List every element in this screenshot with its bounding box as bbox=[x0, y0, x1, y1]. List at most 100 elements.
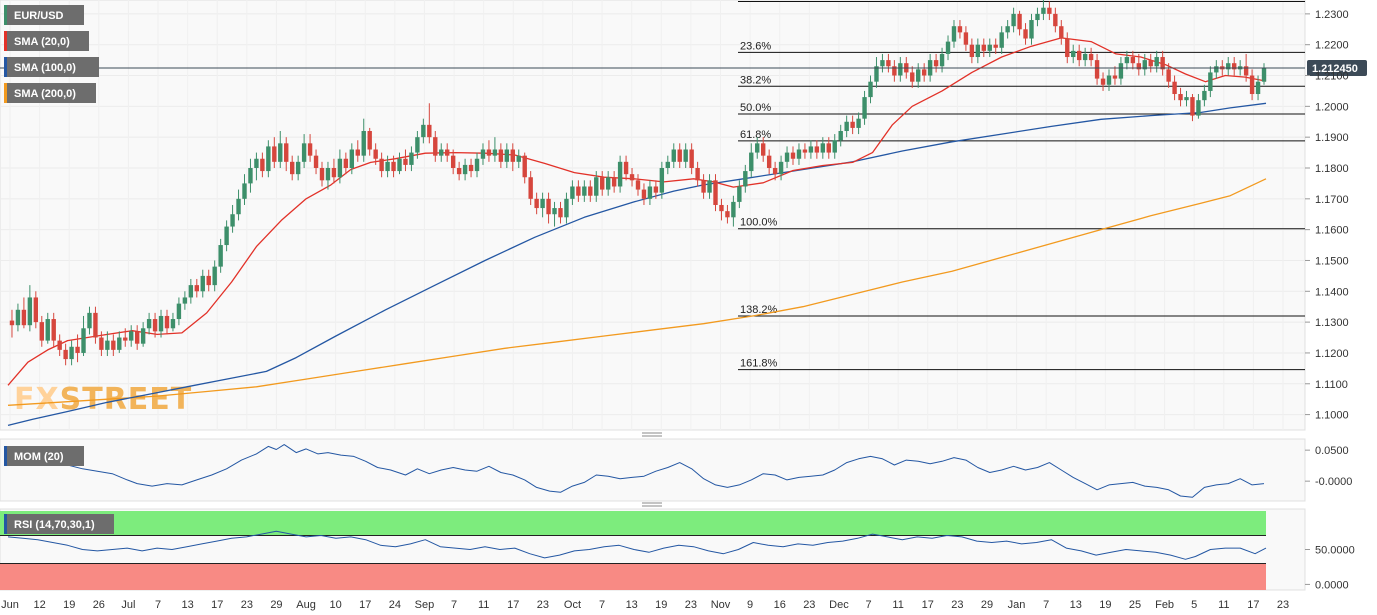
candle-body bbox=[427, 124, 432, 138]
time-tick-label: 11 bbox=[478, 599, 489, 611]
candle bbox=[981, 38, 986, 58]
candle-body bbox=[99, 337, 104, 350]
time-tick-label: 26 bbox=[93, 599, 105, 611]
candle-body bbox=[653, 186, 659, 193]
rsi-oversold-zone bbox=[0, 563, 1266, 590]
candle-body bbox=[731, 201, 736, 218]
candle bbox=[403, 149, 408, 172]
candle-body bbox=[403, 158, 408, 165]
candle bbox=[1148, 53, 1153, 73]
candle-body bbox=[1059, 26, 1064, 39]
candle bbox=[558, 201, 563, 224]
candle bbox=[1118, 57, 1124, 85]
candle bbox=[242, 174, 247, 205]
candle bbox=[540, 192, 545, 218]
candle-body bbox=[504, 149, 510, 162]
candle bbox=[1190, 94, 1195, 122]
candle bbox=[570, 180, 575, 205]
candlesticks bbox=[9, 0, 1267, 366]
candle bbox=[51, 312, 56, 347]
candle bbox=[129, 325, 134, 347]
candle bbox=[105, 331, 110, 357]
candle-body bbox=[319, 167, 325, 181]
candle bbox=[468, 158, 474, 178]
candle-body bbox=[1243, 66, 1249, 76]
mom-legend: MOM (20) bbox=[4, 446, 84, 466]
candle-body bbox=[111, 340, 116, 350]
candle-body bbox=[755, 143, 760, 153]
price-panel bbox=[0, 0, 1306, 431]
candle bbox=[510, 143, 515, 172]
candle bbox=[933, 53, 939, 73]
candle-body bbox=[27, 297, 33, 326]
candle-body bbox=[1011, 13, 1016, 27]
candle-body bbox=[880, 60, 885, 67]
candle bbox=[15, 303, 21, 332]
candle bbox=[134, 325, 140, 350]
candle bbox=[266, 140, 271, 178]
candle-body bbox=[617, 161, 623, 187]
candle bbox=[963, 26, 969, 51]
candle-body bbox=[492, 149, 498, 156]
candle bbox=[206, 269, 211, 292]
candle bbox=[486, 140, 492, 162]
legend-label: SMA (20,0) bbox=[14, 36, 70, 48]
candle bbox=[462, 158, 468, 181]
candle bbox=[284, 137, 289, 172]
candle bbox=[653, 180, 659, 199]
watermark-fx: FX bbox=[14, 382, 60, 417]
axes: 1.2300 1.2200 1.2100 1.2000 1.1900 1.1800 1.17… bbox=[1, 9, 1355, 611]
rsi-pane-resize-handle[interactable] bbox=[642, 502, 662, 507]
candle-body bbox=[951, 26, 957, 42]
candle-body bbox=[486, 149, 492, 156]
time-tick-label: Jan bbox=[1008, 599, 1026, 611]
last-price-value: 1.212450 bbox=[1312, 63, 1358, 75]
candle bbox=[683, 143, 688, 168]
candle-body bbox=[242, 183, 247, 199]
candle bbox=[725, 204, 730, 224]
candle-body bbox=[534, 198, 539, 209]
candle-body bbox=[743, 171, 748, 187]
candle bbox=[194, 278, 199, 298]
candle-body bbox=[641, 189, 647, 199]
time-tick-label: 17 bbox=[507, 599, 519, 611]
candle bbox=[1053, 7, 1058, 33]
candle-body bbox=[969, 44, 975, 58]
candle bbox=[695, 161, 700, 187]
candle bbox=[450, 149, 456, 175]
candle bbox=[713, 174, 718, 212]
candle-body bbox=[373, 149, 378, 159]
candle-body bbox=[826, 143, 831, 153]
candle-body bbox=[999, 32, 1004, 48]
candle bbox=[534, 192, 539, 215]
time-tick-label: 19 bbox=[1099, 599, 1111, 611]
rsi-tick-label: 50.0000 bbox=[1315, 545, 1355, 557]
candle-body bbox=[528, 177, 533, 199]
candle-body bbox=[1202, 90, 1207, 101]
mom-pane-resize-handle[interactable] bbox=[642, 432, 662, 437]
candle bbox=[325, 161, 331, 190]
candle bbox=[975, 38, 981, 64]
candle-body bbox=[605, 177, 611, 190]
candle bbox=[880, 53, 885, 73]
candle-body bbox=[850, 121, 855, 128]
time-tick-label: Sep bbox=[415, 599, 435, 611]
candle-body bbox=[81, 328, 86, 353]
candle bbox=[385, 155, 390, 178]
candle bbox=[355, 140, 360, 162]
candle bbox=[916, 63, 921, 88]
candle-body bbox=[611, 177, 617, 187]
candle bbox=[176, 297, 182, 326]
candle bbox=[808, 140, 814, 159]
candle bbox=[552, 201, 557, 227]
candle-body bbox=[260, 158, 265, 172]
candle bbox=[790, 146, 796, 165]
candle bbox=[224, 220, 229, 252]
candle bbox=[391, 155, 396, 178]
time-tick-label: 19 bbox=[655, 599, 667, 611]
time-tick-label: 25 bbox=[1129, 599, 1141, 611]
candle-body bbox=[433, 137, 438, 156]
candle-body bbox=[69, 346, 74, 360]
candle bbox=[1214, 60, 1219, 79]
candle-body bbox=[600, 177, 605, 190]
